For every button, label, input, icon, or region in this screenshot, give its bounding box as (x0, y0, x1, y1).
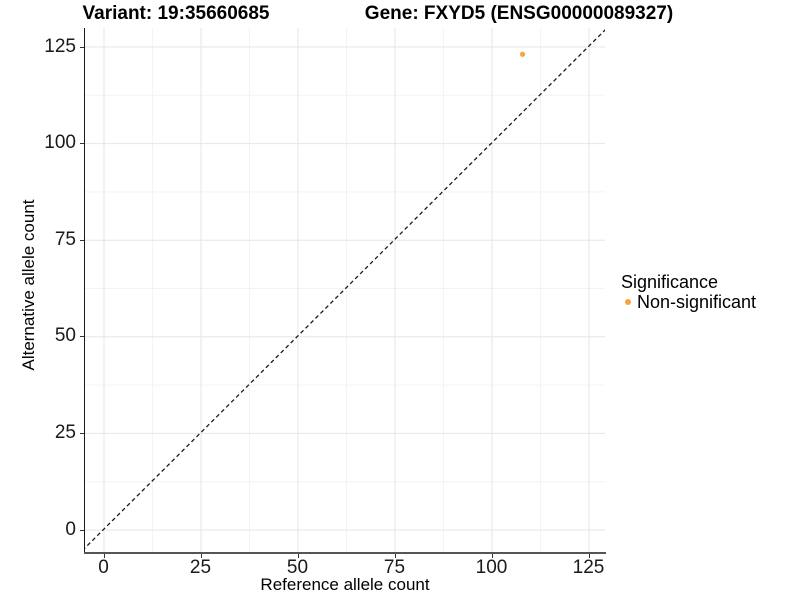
data-point (519, 51, 526, 57)
y-tick-label: 50 (54, 325, 76, 347)
y-tick-label: 75 (54, 228, 76, 250)
x-tick-mark (103, 554, 105, 558)
legend-item: Non-significant (621, 292, 756, 312)
legend-title: Significance (621, 272, 719, 292)
x-tick-label: 50 (286, 557, 309, 578)
y-tick-mark (80, 529, 84, 531)
plot-panel (85, 28, 605, 552)
x-tick-mark (394, 554, 396, 558)
y-axis-line (84, 28, 85, 553)
y-tick-mark (80, 432, 84, 434)
y-tick-mark (80, 336, 84, 338)
y-tick-label: 100 (44, 132, 76, 154)
y-tick-label: 25 (54, 421, 76, 443)
x-tick-mark (491, 554, 493, 558)
x-tick-label: 0 (98, 557, 109, 578)
plot-area-svg (85, 28, 605, 552)
plot-title-gene: Gene: FXYD5 (ENSG00000089327) (364, 3, 674, 24)
x-axis-line (84, 552, 606, 554)
x-tick-label: 25 (189, 557, 212, 578)
x-tick-mark (200, 554, 202, 558)
x-tick-mark (297, 554, 299, 558)
y-axis-label: Alternative allele count (19, 199, 38, 371)
y-tick-label: 0 (65, 518, 76, 540)
x-tick-label: 125 (572, 557, 605, 578)
x-tick-label: 100 (475, 557, 508, 578)
legend: Significance Non-significant (621, 272, 756, 312)
legend-point-icon (625, 299, 631, 305)
plot-title-variant: Variant: 19:35660685 (82, 3, 270, 24)
y-tick-label: 125 (44, 35, 76, 57)
legend-item-label: Non-significant (637, 291, 757, 312)
y-tick-mark (80, 239, 84, 241)
x-axis-label: Reference allele count (260, 575, 430, 594)
y-tick-mark (80, 143, 84, 145)
identity-dashed-line (85, 29, 605, 549)
y-tick-mark (80, 46, 84, 48)
x-tick-label: 75 (383, 557, 406, 578)
x-tick-mark (588, 554, 590, 558)
